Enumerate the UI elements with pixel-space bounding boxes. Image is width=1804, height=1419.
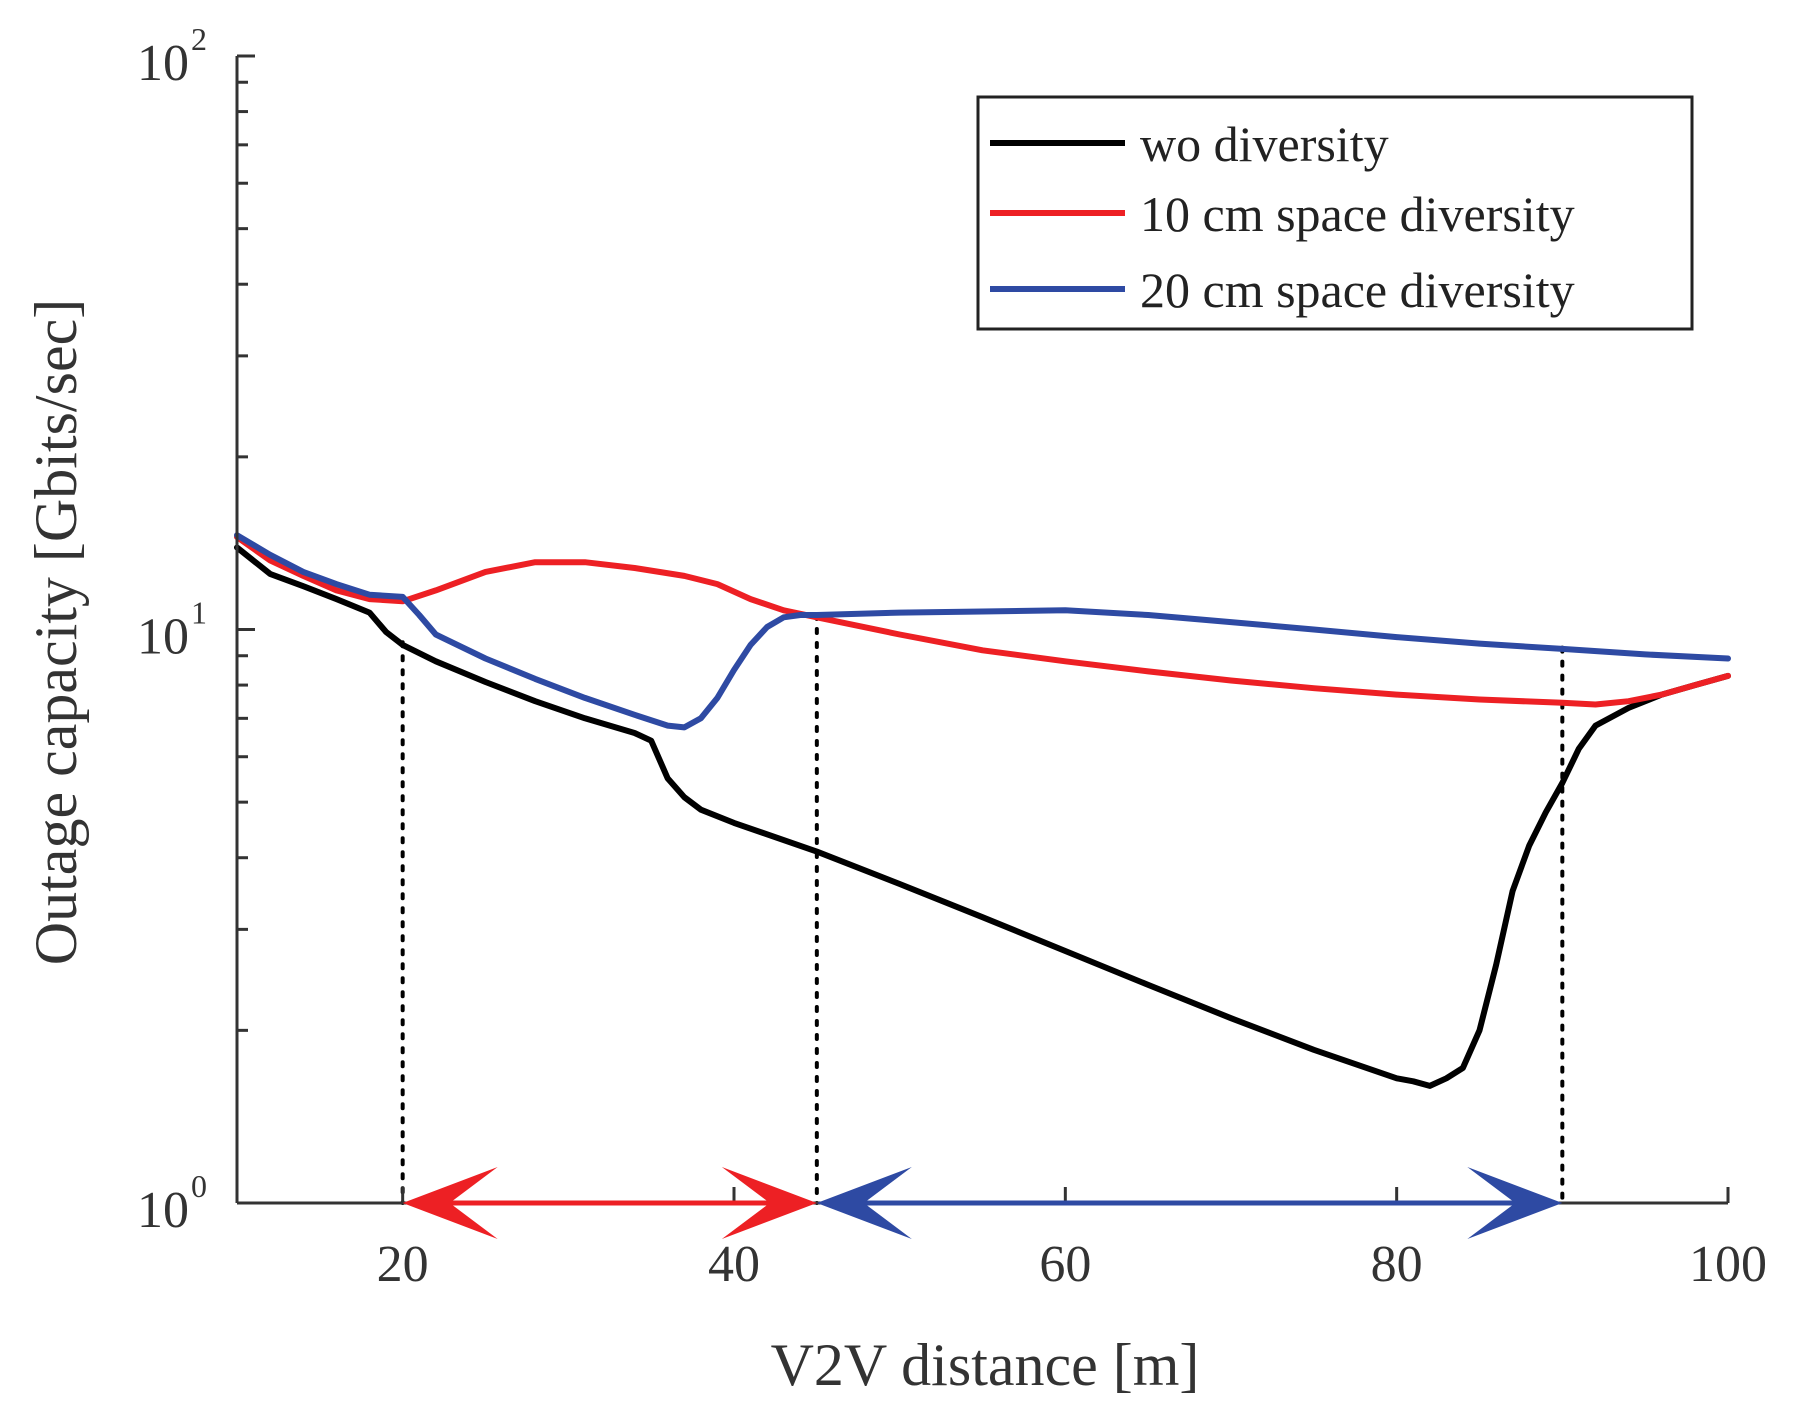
x-axis-label: V2V distance [m] [771,1332,1200,1398]
y-tick-exponent-1: 0 [191,1168,207,1204]
legend-label-wo-diversity: wo diversity [1140,116,1389,172]
y-tick-exponent-10: 1 [191,595,207,631]
series-line-0 [234,544,1731,1089]
y-tick-label-1: 10 [137,1182,189,1239]
series-line-2 [234,532,1731,731]
y-tick-label-10: 10 [137,609,189,666]
series-layer [234,532,1731,1089]
y-tick-label-100: 10 [137,35,189,92]
x-tick-label-80: 80 [1371,1236,1423,1293]
range-arrow-head-left-1 [816,1167,912,1239]
x-tick-label-60: 60 [1039,1236,1091,1293]
x-tick-labels: 20 40 60 80 100 [377,1236,1767,1293]
x-tick-label-100: 100 [1689,1236,1767,1293]
x-tick-label-40: 40 [708,1236,760,1293]
legend-label-10cm-diversity: 10 cm space diversity [1140,186,1575,242]
y-axis-label: Outage capacity [Gbits/sec] [23,299,89,965]
range-arrow-head-right-0 [721,1167,817,1239]
legend-label-20cm-diversity: 20 cm space diversity [1140,262,1575,318]
x-tick-label-20: 20 [377,1236,429,1293]
legend: wo diversity 10 cm space diversity 20 cm… [976,95,1694,331]
range-arrow-head-left-0 [402,1167,498,1239]
annotation-layer [400,612,1565,1205]
range-arrow-head-right-1 [1467,1167,1563,1239]
y-tick-exponent-100: 2 [191,21,207,57]
arrow-layer [402,1167,1563,1239]
